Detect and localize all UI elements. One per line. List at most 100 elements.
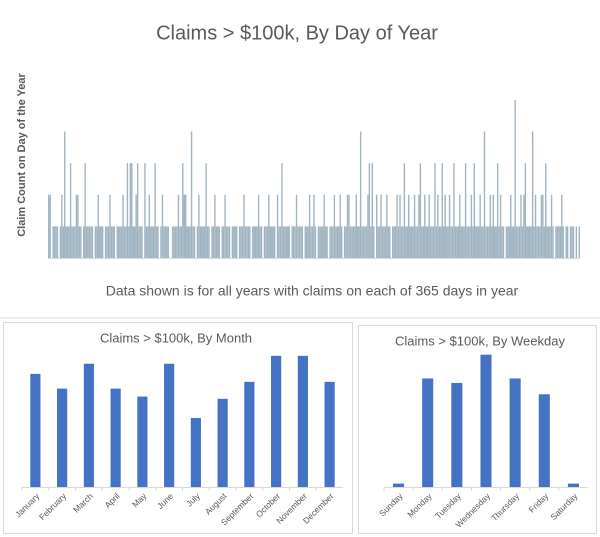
bar <box>432 226 435 258</box>
bar <box>279 226 282 258</box>
bar <box>166 226 168 258</box>
bar <box>392 226 394 258</box>
bar <box>501 226 503 258</box>
bar <box>295 194 298 258</box>
bar <box>227 226 229 258</box>
month-panel <box>3 322 353 534</box>
bar <box>329 226 331 258</box>
bar <box>249 226 251 258</box>
bar <box>132 226 134 258</box>
bar <box>547 226 550 258</box>
bar <box>179 226 181 258</box>
bar <box>180 226 183 258</box>
bar <box>65 226 67 258</box>
bar <box>524 163 527 258</box>
bar <box>578 226 580 258</box>
bar <box>338 226 340 258</box>
bar <box>288 226 290 258</box>
bar <box>443 226 445 258</box>
bar <box>476 226 478 258</box>
bar <box>116 226 118 258</box>
bar <box>324 226 327 258</box>
bar <box>320 226 322 258</box>
bar <box>87 226 89 258</box>
bar <box>257 194 260 258</box>
bar <box>457 226 459 258</box>
bar <box>441 163 443 258</box>
bar <box>486 226 489 258</box>
bar <box>421 226 423 258</box>
bar <box>231 226 234 258</box>
bar <box>393 483 405 487</box>
bar <box>163 226 165 258</box>
bar <box>494 226 496 258</box>
bar <box>112 226 114 258</box>
bar <box>135 194 137 258</box>
bar <box>445 226 448 258</box>
bar <box>252 226 254 258</box>
bar <box>126 163 129 258</box>
bar <box>403 163 406 258</box>
bar <box>518 226 521 258</box>
bar <box>545 163 547 258</box>
bar <box>253 226 255 258</box>
bar <box>341 226 343 258</box>
bar <box>475 226 477 258</box>
bar <box>203 226 206 258</box>
bar <box>240 226 242 258</box>
bar <box>174 226 177 258</box>
bar <box>361 226 363 258</box>
bar <box>233 226 235 258</box>
bar <box>448 194 451 258</box>
bar <box>268 194 270 258</box>
bar <box>397 226 400 258</box>
bar <box>324 381 335 487</box>
bar <box>218 226 220 258</box>
bar <box>255 226 257 258</box>
bar <box>425 226 427 258</box>
bar <box>193 226 196 258</box>
bar <box>228 226 231 258</box>
bar <box>410 226 413 258</box>
bar <box>424 194 426 258</box>
bar <box>48 194 50 258</box>
bar <box>529 226 531 258</box>
bar <box>380 194 382 258</box>
bar <box>266 226 269 258</box>
bar <box>489 194 492 258</box>
bar <box>304 226 306 258</box>
bar <box>384 226 387 258</box>
bar <box>269 226 271 258</box>
bar <box>141 226 143 258</box>
bar <box>562 226 564 258</box>
bar <box>189 226 191 258</box>
bar <box>192 226 194 258</box>
bar <box>83 363 94 487</box>
bar <box>206 226 209 258</box>
bar <box>71 226 73 258</box>
bar <box>106 226 108 258</box>
bar <box>30 373 41 487</box>
bar <box>453 163 455 258</box>
bar <box>546 226 548 258</box>
bar <box>509 378 521 487</box>
bar <box>243 194 245 258</box>
bar <box>66 226 69 258</box>
bar <box>211 226 213 258</box>
bar <box>224 194 226 258</box>
bar <box>241 226 244 258</box>
bar <box>558 226 560 258</box>
bar <box>187 226 190 258</box>
bar <box>538 394 550 487</box>
bar <box>244 381 255 487</box>
bar <box>212 226 215 258</box>
bar <box>247 226 250 258</box>
bar <box>234 226 236 258</box>
bar <box>201 226 203 258</box>
bar <box>155 226 158 258</box>
bar <box>520 194 522 258</box>
bar <box>377 226 379 258</box>
bar <box>357 226 359 258</box>
bar <box>120 226 123 258</box>
bar <box>364 226 366 258</box>
